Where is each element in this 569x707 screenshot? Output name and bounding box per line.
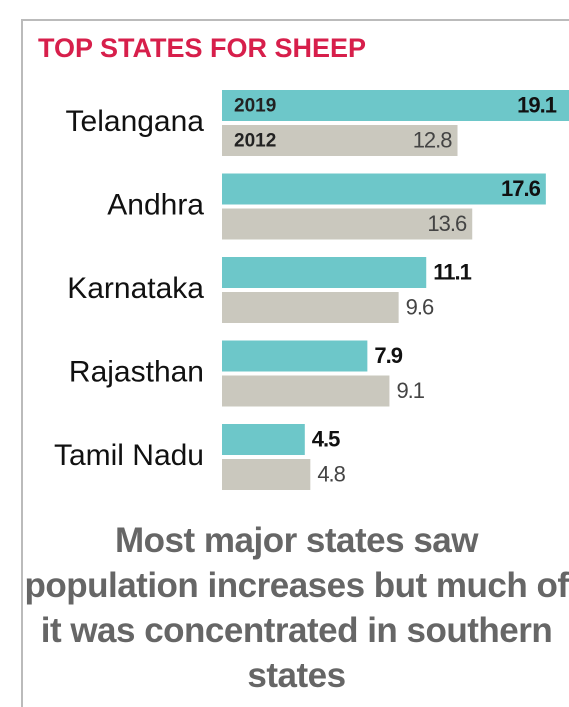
bar [222, 375, 390, 407]
bar [222, 292, 399, 323]
category-label: Karnataka [67, 272, 204, 305]
value-label: 9.6 [406, 294, 434, 319]
category-label: Andhra [107, 188, 204, 221]
value-label: 13.6 [427, 211, 467, 236]
frame [21, 19, 569, 707]
bar [222, 125, 458, 156]
value-label: 9.1 [396, 378, 424, 403]
legend-label: 2019 [234, 96, 276, 117]
category-label: Rajasthan [69, 355, 204, 388]
value-label: 17.6 [501, 176, 541, 201]
value-label: 11.1 [433, 259, 471, 284]
value-label: 19.1 [517, 92, 557, 117]
chart-title: TOP STATES FOR SHEEP [38, 33, 366, 63]
bar [222, 257, 427, 288]
category-label: Telangana [66, 105, 205, 138]
legend-label: 2012 [234, 131, 276, 152]
value-label: 4.5 [312, 426, 340, 451]
bar [222, 424, 305, 455]
bar [222, 173, 546, 205]
value-label: 7.9 [374, 343, 402, 368]
bar [222, 459, 311, 490]
subtitle: Most major states saw population increas… [24, 521, 569, 695]
bar [222, 90, 569, 121]
bar [222, 340, 368, 372]
value-label: 4.8 [317, 461, 345, 486]
bar [222, 208, 473, 240]
category-label: Tamil Nadu [54, 439, 204, 472]
value-label: 12.8 [413, 127, 453, 152]
